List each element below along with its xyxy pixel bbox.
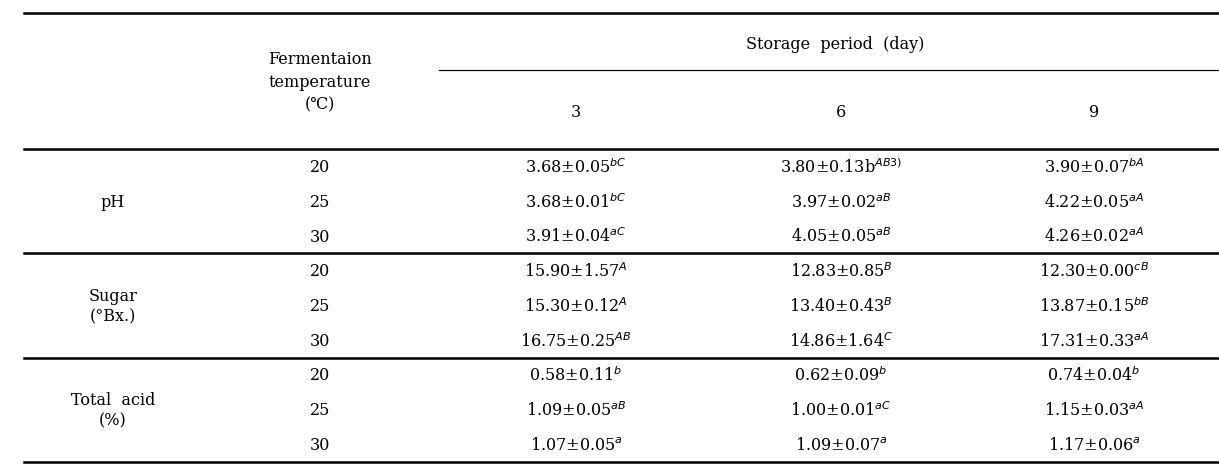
Text: 1.17±0.06$^{a}$: 1.17±0.06$^{a}$ — [1047, 436, 1141, 453]
Text: 14.86±1.64$^{C}$: 14.86±1.64$^{C}$ — [789, 331, 894, 350]
Text: 30: 30 — [310, 436, 330, 453]
Text: 3.80±0.13b$^{AB3)}$: 3.80±0.13b$^{AB3)}$ — [780, 158, 902, 177]
Text: 4.22±0.05$^{aA}$: 4.22±0.05$^{aA}$ — [1043, 193, 1145, 211]
Text: 9: 9 — [1089, 103, 1100, 120]
Text: 20: 20 — [310, 159, 330, 176]
Text: 1.15±0.03$^{aA}$: 1.15±0.03$^{aA}$ — [1043, 400, 1145, 419]
Text: 12.30±0.00$^{cB}$: 12.30±0.00$^{cB}$ — [1039, 262, 1150, 280]
Text: 6: 6 — [836, 103, 846, 120]
Text: pH: pH — [101, 193, 124, 210]
Text: 13.40±0.43$^{B}$: 13.40±0.43$^{B}$ — [789, 297, 894, 315]
Text: 3.97±0.02$^{aB}$: 3.97±0.02$^{aB}$ — [791, 193, 891, 211]
Text: 1.09±0.07$^{a}$: 1.09±0.07$^{a}$ — [795, 436, 887, 453]
Text: 15.90±1.57$^{A}$: 15.90±1.57$^{A}$ — [524, 262, 628, 280]
Text: 30: 30 — [310, 228, 330, 245]
Text: 30: 30 — [310, 332, 330, 349]
Text: 3.90±0.07$^{bA}$: 3.90±0.07$^{bA}$ — [1043, 158, 1145, 177]
Text: 1.09±0.05$^{aB}$: 1.09±0.05$^{aB}$ — [525, 400, 627, 419]
Text: 20: 20 — [310, 367, 330, 384]
Text: 3.68±0.05$^{bC}$: 3.68±0.05$^{bC}$ — [525, 158, 627, 177]
Text: 4.26±0.02$^{aA}$: 4.26±0.02$^{aA}$ — [1043, 227, 1145, 246]
Text: Total  acid
(%): Total acid (%) — [71, 391, 155, 429]
Text: Sugar
(°Bx.): Sugar (°Bx.) — [88, 287, 138, 325]
Text: 13.87±0.15$^{bB}$: 13.87±0.15$^{bB}$ — [1039, 297, 1150, 315]
Text: 0.58±0.11$^{b}$: 0.58±0.11$^{b}$ — [529, 366, 623, 385]
Text: 25: 25 — [310, 401, 330, 418]
Text: 25: 25 — [310, 193, 330, 210]
Text: 0.62±0.09$^{b}$: 0.62±0.09$^{b}$ — [795, 366, 887, 385]
Text: 3.91±0.04$^{aC}$: 3.91±0.04$^{aC}$ — [525, 227, 627, 246]
Text: 3.68±0.01$^{bC}$: 3.68±0.01$^{bC}$ — [525, 193, 627, 211]
Text: 16.75±0.25$^{AB}$: 16.75±0.25$^{AB}$ — [521, 331, 631, 350]
Text: 1.07±0.05$^{a}$: 1.07±0.05$^{a}$ — [529, 436, 623, 453]
Text: 17.31±0.33$^{aA}$: 17.31±0.33$^{aA}$ — [1039, 331, 1150, 350]
Text: 15.30±0.12$^{A}$: 15.30±0.12$^{A}$ — [524, 297, 628, 315]
Text: 20: 20 — [310, 263, 330, 280]
Text: Storage  period  (day): Storage period (day) — [746, 36, 924, 53]
Text: 3: 3 — [570, 103, 581, 120]
Text: 1.00±0.01$^{aC}$: 1.00±0.01$^{aC}$ — [790, 400, 892, 419]
Text: Fermentaion
temperature
(℃): Fermentaion temperature (℃) — [268, 51, 372, 113]
Text: 25: 25 — [310, 298, 330, 314]
Text: 0.74±0.04$^{b}$: 0.74±0.04$^{b}$ — [1047, 366, 1141, 385]
Text: 12.83±0.85$^{B}$: 12.83±0.85$^{B}$ — [790, 262, 892, 280]
Text: 4.05±0.05$^{aB}$: 4.05±0.05$^{aB}$ — [791, 227, 891, 246]
